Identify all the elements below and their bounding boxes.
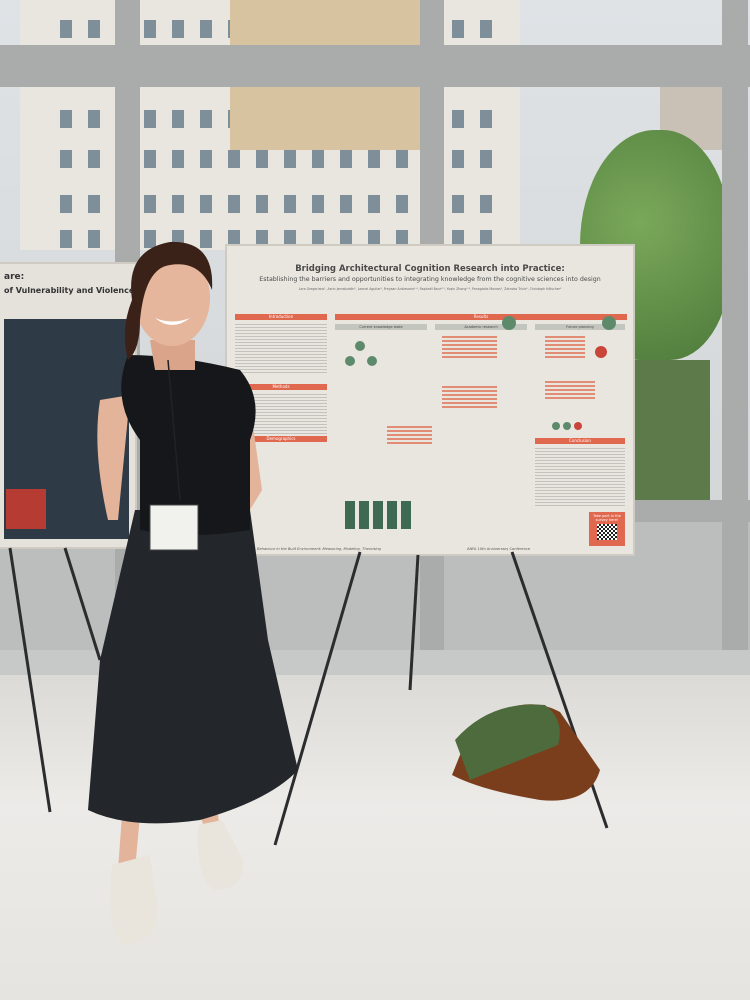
poster-circle-icon (563, 422, 571, 430)
left-sneaker (110, 855, 158, 945)
poster-circle-icon (355, 341, 365, 351)
poster-subtitle: Establishing the barriers and opportunit… (259, 276, 601, 283)
easel-leg (408, 554, 420, 691)
survey-label: Take part in the survey here! (593, 514, 621, 522)
poster-circle-icon (552, 422, 560, 430)
easel-leg (273, 551, 362, 846)
poster-bar-graphic (387, 426, 432, 446)
easel-leg (8, 547, 52, 813)
poster-circle-icon (502, 316, 516, 330)
poster-footer: Behaviour in the Built Environment: Meas… (257, 547, 381, 551)
poster-bar-graphic (442, 386, 497, 408)
poster-podium-graphic (345, 501, 415, 529)
poster-bar-graphic (545, 381, 595, 399)
section-future-planning: Future planning (535, 324, 625, 330)
left-poster-subtitle: of Vulnerability and Violence (4, 286, 135, 295)
smile (155, 318, 190, 325)
dotted-skirt (88, 510, 298, 824)
easel-leg (63, 547, 102, 661)
section-current-knowledge: Current knowledge state (335, 324, 427, 330)
section-conclusion: Conclusion (535, 438, 625, 444)
section-results: Results (335, 314, 627, 320)
building-window-row (60, 150, 500, 168)
section-introduction: Introduction (235, 314, 327, 320)
clothes-pile (452, 704, 600, 801)
poster-circle-icon (595, 346, 607, 358)
poster-bar-graphic (545, 336, 585, 358)
section-demographics: Demographics (235, 436, 327, 442)
survey-qr-box: Take part in the survey here! (589, 512, 625, 546)
section-methods: Methods (235, 384, 327, 390)
poster-circle-icon (602, 316, 616, 330)
poster-text-block (235, 324, 327, 374)
person (88, 241, 298, 945)
poster-circle-icon (367, 356, 377, 366)
poster-conference: ANFA 10th Anniversary Conference (467, 547, 531, 551)
lanyard (167, 359, 181, 501)
poster-circle-icon (574, 422, 582, 430)
window-mullion (722, 0, 748, 670)
poster-text-block (535, 448, 625, 508)
left-arm (97, 395, 130, 520)
poster-circle-icon (345, 356, 355, 366)
building-window-row (60, 195, 500, 213)
green-sweater (455, 704, 560, 780)
section-academic-research: Academic research (435, 324, 527, 330)
qr-code (597, 524, 617, 540)
research-poster: Bridging Architectural Cognition Researc… (225, 244, 635, 556)
poster-title: Bridging Architectural Cognition Researc… (295, 264, 565, 274)
bushes (630, 360, 710, 500)
sleeveless-top (121, 355, 256, 535)
poster-authors: Lara Gregorians¹, Azrin Jamaluddin², Leo… (298, 287, 562, 291)
right-sneaker (197, 820, 244, 890)
left-poster-image (6, 489, 46, 529)
poster-bar-graphic (442, 336, 497, 358)
hair (124, 241, 213, 360)
neck (150, 340, 195, 370)
name-badge (149, 504, 199, 551)
left-poster-title: are: (4, 272, 25, 282)
